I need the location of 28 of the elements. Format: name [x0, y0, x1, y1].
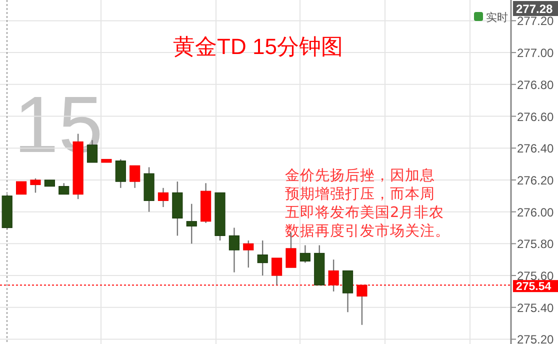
- y-tick-label: 276.40: [517, 142, 554, 156]
- annotation: 实时: [486, 11, 508, 24]
- candlestick: [342, 270, 354, 313]
- candlestick: [186, 203, 197, 244]
- candlestick: [130, 165, 140, 189]
- y-tick-label: 276.20: [517, 173, 554, 188]
- y-tick-label: 276.00: [517, 205, 554, 220]
- candlestick: [16, 181, 27, 195]
- text: 277.28: [516, 2, 554, 16]
- candlestick: [257, 240, 268, 276]
- candlestick: [58, 182, 70, 195]
- y-tick-label: 275.80: [517, 237, 554, 252]
- y-tick-label: 275.40: [517, 300, 554, 315]
- candlestick: [300, 244, 310, 264]
- annotation: 金价先扬后挫，因加息预期增强打压，而本周五即将发布美国2月非农数据再度引发市场关注。: [285, 167, 450, 240]
- candlestick: [228, 227, 240, 273]
- candlestick: [115, 158, 126, 189]
- y-tick-label: 277.20: [517, 14, 554, 28]
- candlestick: [30, 178, 41, 194]
- ref-line-label: 275.54: [516, 281, 552, 294]
- y-tick-label: 276.60: [517, 110, 554, 124]
- candlestick: [243, 240, 254, 268]
- y-tick-label: 275.60: [517, 269, 554, 284]
- text: 黄金TD 15分钟图: [173, 34, 343, 59]
- y-tick-label: 277.00: [517, 46, 554, 60]
- y-tick-label: 275.20: [517, 332, 554, 344]
- candlestick: [158, 187, 169, 208]
- y-tick-label: 276.80: [517, 78, 554, 92]
